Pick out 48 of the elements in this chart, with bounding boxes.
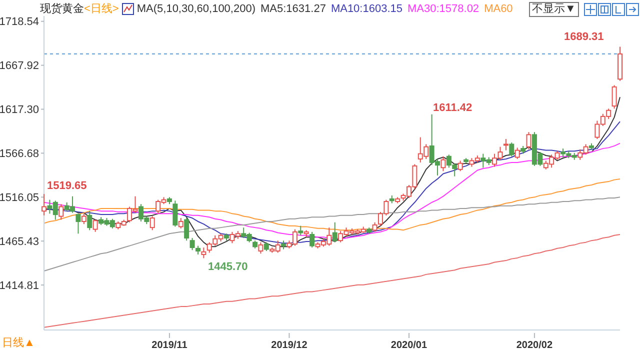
y-tick-label: 1718.54 — [0, 16, 39, 28]
x-tick-label: 2019/11 — [152, 340, 188, 350]
annotation: 1445.70 — [208, 261, 248, 273]
text: MA5:1631.27 — [260, 2, 326, 14]
candlestick — [81, 213, 86, 225]
candlestick — [372, 222, 378, 232]
candlestick — [514, 147, 520, 160]
candlestick — [509, 142, 514, 157]
candlestick — [76, 213, 81, 234]
text: 日线▲ — [2, 336, 35, 350]
line-series — [44, 196, 620, 272]
y-tick-label: 1617.30 — [0, 104, 39, 116]
legend-title: MA(5,10,30,60,100,200) — [136, 2, 256, 14]
candlestick — [332, 222, 338, 243]
annotation: 不显示▼ — [529, 2, 579, 17]
annotation: 1611.42 — [433, 102, 472, 114]
candlestick — [201, 247, 206, 259]
x-tick-label: 2019/12 — [271, 340, 308, 350]
candlestick — [58, 204, 64, 220]
candlestick — [310, 231, 315, 248]
candlestick — [150, 216, 155, 231]
candlestick — [458, 160, 463, 172]
y-tick-label: 1566.68 — [0, 148, 39, 160]
candlestick — [172, 200, 178, 228]
line-series — [44, 234, 620, 328]
text: MA30:1578.02 — [408, 2, 480, 14]
chart-subtitle: <日线> — [84, 3, 119, 15]
candlestick — [526, 132, 532, 150]
candlestick — [298, 225, 304, 236]
y-tick-label: 1667.92 — [0, 60, 39, 72]
candlestick — [440, 156, 446, 172]
candlestick — [87, 210, 92, 231]
x-tick-label: 2020/01 — [390, 340, 428, 350]
candlestick — [184, 218, 190, 242]
candlestick — [178, 218, 184, 229]
x-tick-label: 2020/02 — [516, 340, 553, 350]
annotation: 1519.65 — [47, 180, 87, 192]
text: MA60 — [484, 2, 513, 14]
annotation: 1689.31 — [564, 31, 604, 43]
candlestick — [503, 138, 508, 151]
text: MA10:1603.15 — [330, 2, 402, 14]
y-tick-label: 1414.81 — [0, 280, 39, 292]
y-tick-label: 1465.43 — [0, 236, 39, 248]
candlestick — [190, 237, 195, 251]
candlestick — [258, 242, 264, 254]
candlestick — [612, 84, 617, 110]
y-tick-label: 1516.05 — [0, 192, 39, 204]
candlestick — [92, 219, 98, 232]
